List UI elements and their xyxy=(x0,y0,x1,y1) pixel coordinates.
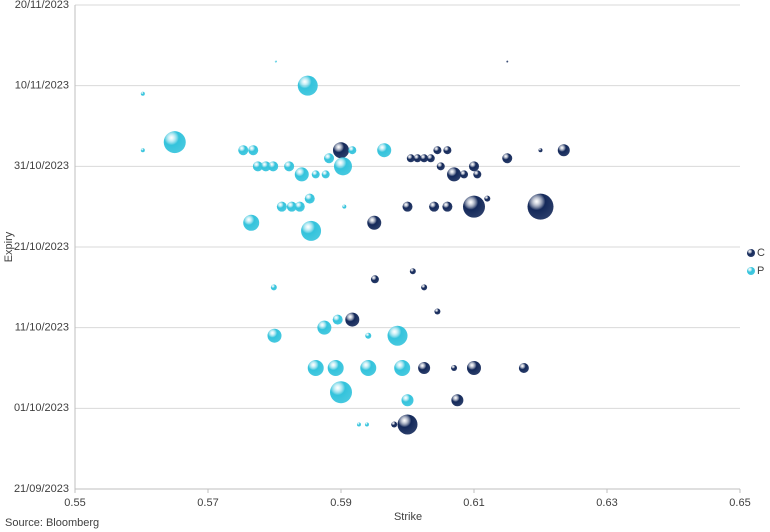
bubble xyxy=(364,422,369,427)
bubble xyxy=(365,332,372,339)
y-tick-label: 20/11/2023 xyxy=(15,0,69,11)
bubble xyxy=(436,162,445,171)
legend-marker xyxy=(747,249,755,257)
x-tick-label: 0.65 xyxy=(729,497,750,509)
bubble xyxy=(270,284,277,291)
bubble xyxy=(402,201,413,212)
y-tick-label: 31/10/2023 xyxy=(14,160,69,172)
bubble xyxy=(451,394,464,407)
bubble xyxy=(294,167,309,182)
y-tick-label: 10/11/2023 xyxy=(15,80,69,92)
bubble xyxy=(538,148,543,153)
bubble xyxy=(442,201,453,212)
bubble xyxy=(429,201,440,212)
bubble xyxy=(332,314,343,325)
bubble xyxy=(333,142,349,159)
bubble xyxy=(406,154,415,163)
bubble xyxy=(324,153,335,164)
bubble xyxy=(433,146,442,155)
bubble xyxy=(267,328,282,343)
x-tick-label: 0.57 xyxy=(197,497,218,509)
bubble xyxy=(426,154,435,163)
bubble xyxy=(307,360,324,376)
bubble xyxy=(409,268,416,275)
bubble xyxy=(420,154,429,163)
bubble xyxy=(342,204,347,209)
bubble xyxy=(356,422,361,427)
bubble xyxy=(304,193,315,204)
bubble xyxy=(163,131,186,154)
bubble xyxy=(527,193,554,220)
bubble xyxy=(557,144,570,157)
bubble xyxy=(506,60,509,63)
bubble xyxy=(391,421,398,428)
bubble xyxy=(345,312,360,327)
bubble xyxy=(443,146,452,155)
bubble xyxy=(348,146,357,155)
bubble xyxy=(321,170,330,179)
bubble xyxy=(394,360,411,376)
bubble xyxy=(467,361,481,375)
bubble xyxy=(276,201,287,212)
bubble xyxy=(377,143,392,158)
x-axis-label: Strike xyxy=(394,511,422,523)
x-tick-label: 0.61 xyxy=(463,497,484,509)
bubble xyxy=(451,365,458,371)
bubble xyxy=(397,414,418,435)
bubble xyxy=(370,275,379,284)
bubble xyxy=(140,148,145,153)
bubble xyxy=(401,394,414,407)
bubble xyxy=(447,167,462,182)
bubble xyxy=(294,201,305,212)
bubble xyxy=(502,153,513,164)
y-axis-label: Expiry xyxy=(3,231,15,262)
bubble xyxy=(434,308,441,315)
bubble xyxy=(284,161,295,172)
bubble xyxy=(387,325,408,346)
bubble xyxy=(327,360,344,376)
bubble xyxy=(330,381,352,404)
x-tick-label: 0.59 xyxy=(330,497,351,509)
x-tick-label: 0.63 xyxy=(596,497,617,509)
bubble xyxy=(252,161,263,172)
bubble xyxy=(243,214,260,231)
bubble xyxy=(469,161,479,172)
y-tick-label: 11/10/2023 xyxy=(15,322,69,334)
bubble xyxy=(274,60,277,63)
source: Source: Bloomberg xyxy=(5,517,99,529)
y-tick-label: 01/10/2023 xyxy=(14,402,69,414)
bubble xyxy=(297,75,318,96)
bubble xyxy=(333,157,352,176)
bubble xyxy=(484,195,491,202)
bubble xyxy=(473,170,482,179)
bubble xyxy=(140,91,145,96)
bubble xyxy=(301,220,322,241)
bubble xyxy=(248,145,259,156)
y-tick-label: 21/09/2023 xyxy=(14,483,69,495)
bubble xyxy=(260,161,271,172)
bubble xyxy=(463,195,485,218)
bubble xyxy=(317,320,332,335)
x-tick-label: 0.55 xyxy=(64,497,85,509)
legend-label: P xyxy=(757,265,764,277)
bubble xyxy=(268,161,279,172)
bubble xyxy=(418,362,431,374)
legend-label: C xyxy=(757,247,765,259)
bubble xyxy=(413,154,422,163)
legend-marker xyxy=(747,267,755,275)
y-tick-label: 21/10/2023 xyxy=(14,241,69,253)
bubble xyxy=(518,363,529,373)
bubble xyxy=(311,170,320,179)
bubble xyxy=(421,284,428,291)
bubble xyxy=(367,215,382,230)
bubble xyxy=(460,170,469,179)
bubble xyxy=(286,201,297,212)
bubble xyxy=(238,145,249,156)
bubble xyxy=(360,360,377,376)
